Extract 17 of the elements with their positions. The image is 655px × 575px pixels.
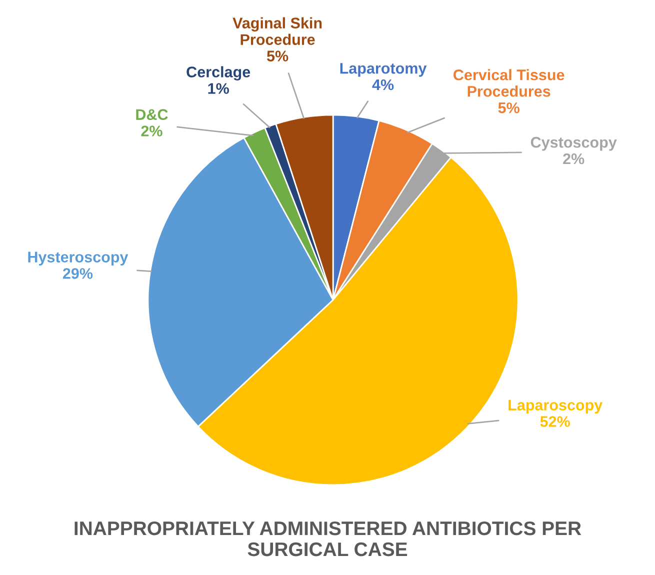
text: INAPPROPRIATELY ADMINISTERED ANTIBIOTICS PER SURGICAL CASE: [74, 521, 582, 556]
slice-label: D&C: [136, 109, 168, 120]
slice-label: Cervical Tissue Procedures: [454, 69, 564, 97]
data-label: 1%: [208, 83, 229, 94]
slice-label: Vaginal Skin Procedure: [232, 17, 322, 45]
slice-label: Laparotomy: [340, 63, 427, 77]
data-label: 2%: [141, 126, 162, 136]
slice-label: Hysteroscopy: [28, 252, 128, 266]
slice-label: Cystoscopy: [530, 136, 617, 151]
data-label: 2%: [563, 153, 584, 164]
data-label: 29%: [62, 268, 93, 279]
data-label: 5%: [266, 50, 288, 62]
data-label: 52%: [540, 416, 570, 427]
slice-label: Cerclage: [186, 66, 250, 80]
data-label: 4%: [372, 79, 394, 90]
data-label: 5%: [498, 102, 520, 114]
slice-label: Laparoscopy: [508, 400, 603, 414]
